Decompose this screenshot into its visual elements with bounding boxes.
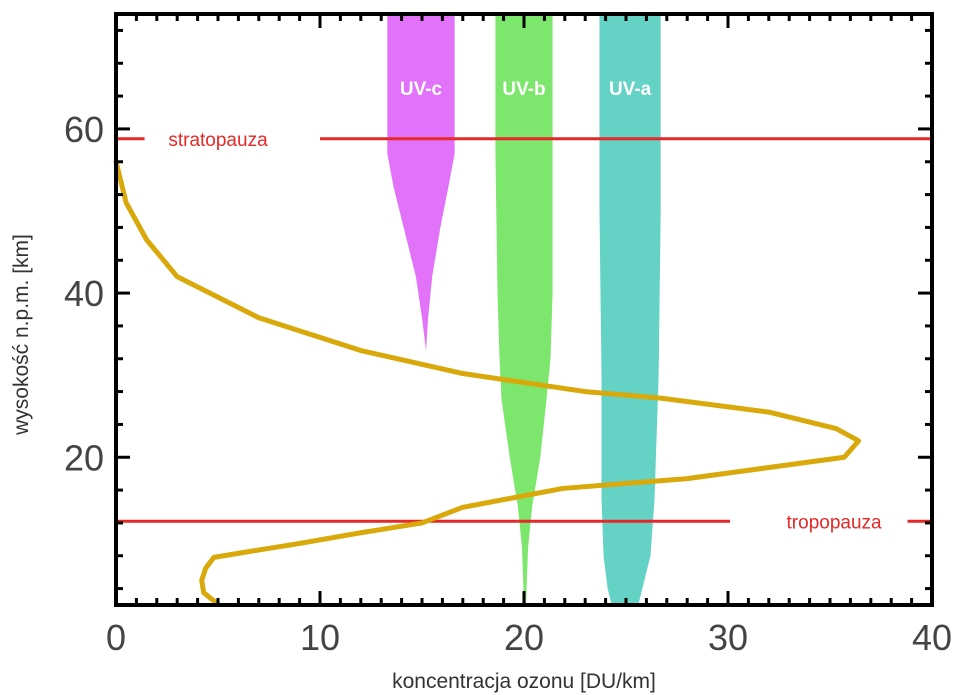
x-tick-label: 40 [912, 617, 952, 658]
x-tick-label: 0 [106, 617, 126, 658]
uv-bands [387, 14, 661, 605]
ozone-series [113, 159, 862, 606]
y-tick-label: 40 [64, 273, 104, 314]
y-tick-label: 20 [64, 437, 104, 478]
x-tick-label: 30 [708, 617, 748, 658]
reference-line-label-1: tropopauza [787, 512, 883, 533]
x-tick-label: 10 [300, 617, 340, 658]
x-axis-title: koncentracja ozonu [DU/km] [392, 670, 656, 693]
uv-band-label-1: UV-b [502, 79, 545, 100]
uv-band-2 [599, 14, 661, 605]
y-tick-label: 60 [64, 109, 104, 150]
reference-line-label-0: stratopauza [168, 130, 268, 151]
uv-band-label-2: UV-a [609, 79, 652, 100]
y-axis-title: wysokość n.p.m. [km] [10, 234, 33, 436]
uv-band-label-0: UV-c [400, 79, 443, 100]
band-labels: UV-c UV-b UV-a [400, 79, 652, 100]
x-tick-label: 20 [504, 617, 544, 658]
axis-ticks [114, 14, 934, 605]
uv-band-1 [495, 14, 553, 605]
uv-band-0 [387, 14, 455, 351]
tick-labels: 0 10 20 30 40 20 40 60 [64, 109, 952, 658]
ozone-profile-line-0 [113, 159, 862, 606]
